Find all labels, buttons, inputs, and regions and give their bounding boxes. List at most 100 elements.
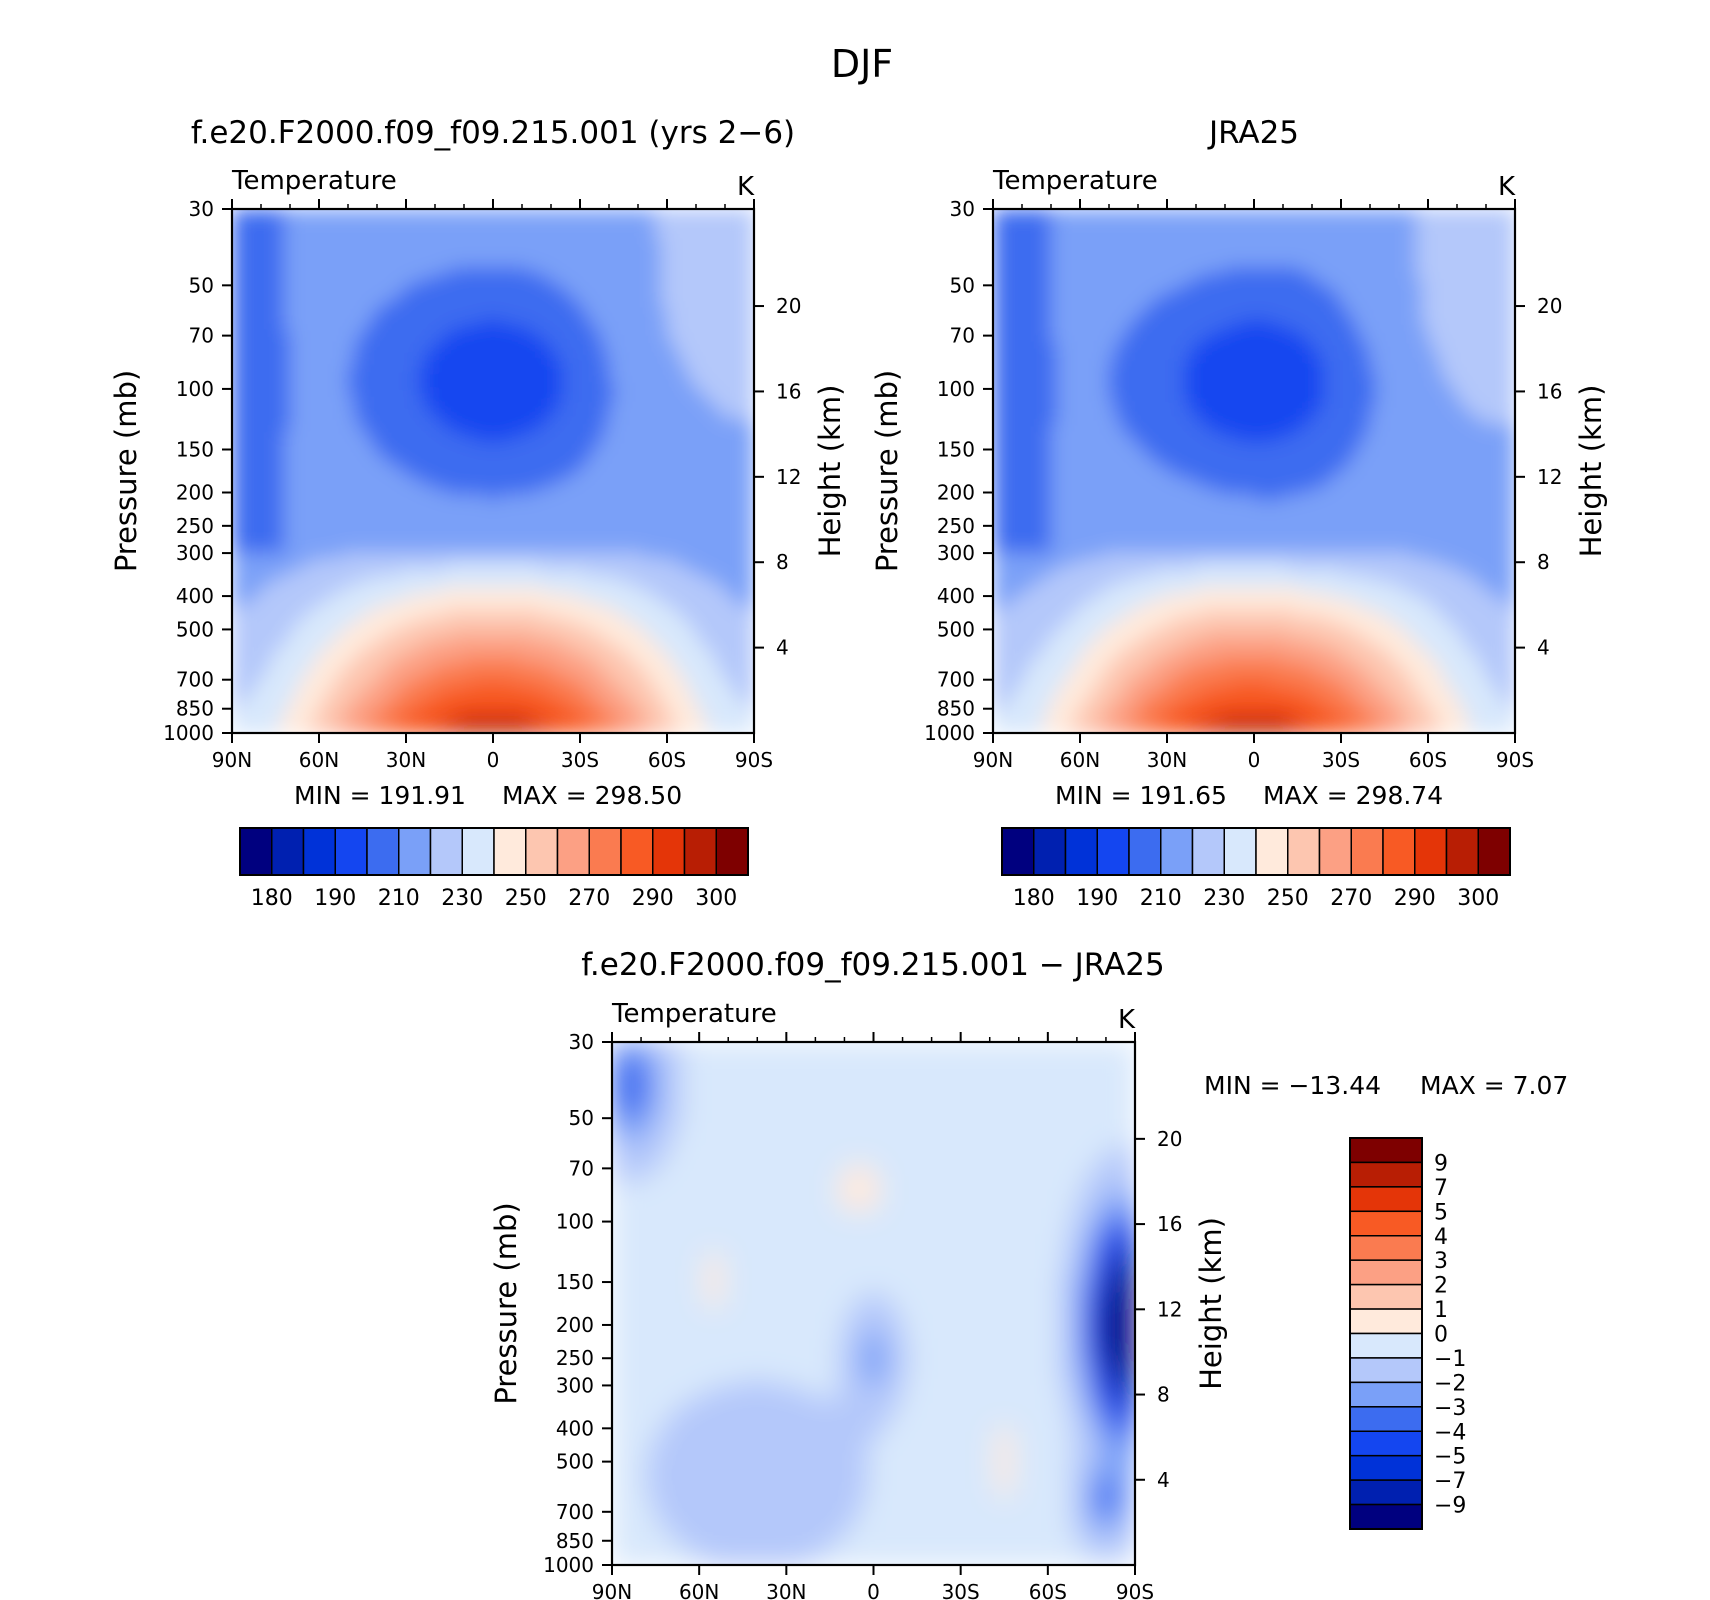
- contour-cell: [278, 663, 285, 670]
- contour-cell: [377, 372, 384, 379]
- contour-cell: [487, 441, 494, 449]
- contour-cell: [377, 686, 384, 693]
- contour-cell: [464, 278, 471, 286]
- contour-cell: [400, 337, 407, 344]
- contour-cell: [498, 564, 506, 571]
- contour-cell: [527, 575, 535, 583]
- contour-cell: [232, 558, 239, 565]
- contour-cell: [469, 424, 477, 431]
- contour-cell: [533, 709, 540, 717]
- contour-cell: [464, 366, 471, 373]
- contour-cell: [429, 372, 436, 379]
- contour-cell: [516, 278, 523, 286]
- contour-cell: [464, 418, 471, 426]
- contour-cell: [435, 383, 442, 391]
- contour-cell: [440, 383, 448, 391]
- contour-cell: [266, 727, 274, 733]
- contour-cell: [319, 325, 326, 332]
- contour-cell: [301, 540, 308, 548]
- contour-cell: [330, 558, 337, 565]
- contour-cell: [406, 267, 413, 274]
- contour-cell: [266, 360, 274, 367]
- contour-cell: [348, 430, 355, 437]
- contour-cell: [475, 232, 482, 239]
- contour-cell: [255, 558, 262, 565]
- contour-cell: [475, 243, 482, 251]
- contour-cell: [533, 465, 540, 472]
- contour-cell: [400, 686, 407, 693]
- contour-cell: [237, 698, 245, 705]
- contour-cell: [423, 645, 430, 653]
- contour-cell: [388, 220, 395, 228]
- contour-cell: [388, 319, 395, 327]
- contour-cell: [452, 319, 459, 327]
- contour-cell: [261, 529, 268, 536]
- contour-cell: [417, 302, 424, 309]
- contour-cell: [446, 616, 453, 623]
- contour-cell: [284, 599, 291, 606]
- contour-cell: [423, 389, 430, 396]
- contour-cell: [336, 255, 343, 262]
- contour-cell: [435, 616, 442, 623]
- contour-cell: [400, 401, 407, 408]
- contour-cell: [411, 523, 419, 530]
- contour-cell: [290, 511, 297, 519]
- contour-cell: [313, 721, 320, 728]
- contour-cell: [406, 220, 413, 228]
- contour-cell: [319, 278, 326, 286]
- contour-cell: [377, 220, 384, 228]
- contour-cell: [545, 575, 552, 583]
- contour-cell: [330, 634, 337, 641]
- contour-cell: [295, 372, 303, 379]
- contour-cell: [278, 529, 285, 536]
- contour-cell: [237, 552, 245, 559]
- contour-cell: [272, 436, 279, 443]
- contour-cell: [237, 558, 245, 565]
- contour-cell: [278, 674, 285, 682]
- contour-cell: [348, 459, 355, 466]
- contour-cell: [551, 243, 558, 251]
- contour-cell: [301, 505, 308, 513]
- contour-cell: [371, 342, 378, 350]
- contour-cell: [458, 459, 465, 466]
- contour-cell: [527, 290, 535, 297]
- contour-cell: [516, 261, 523, 268]
- contour-cell: [261, 517, 268, 524]
- contour-cell: [539, 418, 546, 426]
- contour-cell: [516, 383, 523, 391]
- contour-cell: [469, 366, 477, 373]
- contour-cell: [539, 505, 546, 513]
- contour-cell: [545, 261, 552, 268]
- contour-cell: [527, 703, 535, 711]
- contour-cell: [469, 511, 477, 519]
- contour-cell: [266, 575, 274, 583]
- contour-cell: [377, 424, 384, 431]
- contour-cell: [400, 511, 407, 519]
- contour-cell: [487, 698, 494, 705]
- contour-cell: [272, 616, 279, 623]
- contour-cell: [388, 290, 395, 297]
- contour-cell: [266, 325, 274, 332]
- contour-cell: [539, 703, 546, 711]
- contour-cell: [452, 278, 459, 286]
- contour-cell: [255, 296, 262, 303]
- contour-cell: [464, 209, 471, 216]
- contour-cell: [295, 214, 303, 222]
- contour-cell: [232, 552, 239, 559]
- contour-cell: [533, 494, 540, 501]
- contour-cell: [440, 698, 448, 705]
- contour-cell: [336, 360, 343, 367]
- contour-cell: [295, 511, 303, 519]
- contour-cell: [516, 377, 523, 385]
- contour-cell: [533, 680, 540, 688]
- contour-cell: [307, 564, 314, 571]
- contour-cell: [371, 418, 378, 426]
- contour-cell: [440, 500, 448, 507]
- contour-cell: [324, 593, 332, 600]
- contour-cell: [475, 226, 482, 233]
- contour-cell: [504, 418, 511, 426]
- contour-cell: [394, 337, 401, 344]
- contour-cell: [498, 459, 506, 466]
- contour-cell: [348, 505, 355, 513]
- contour-cell: [365, 645, 372, 653]
